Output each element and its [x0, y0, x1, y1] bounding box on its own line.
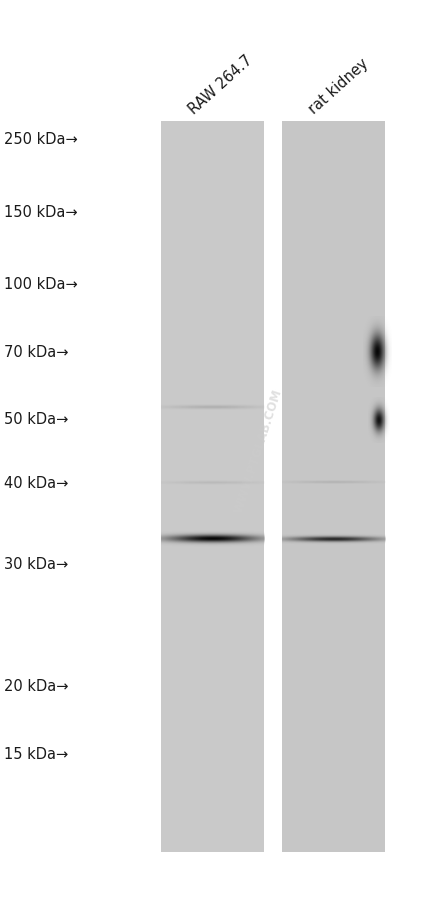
Text: WWW.PTGLAB.COM: WWW.PTGLAB.COM: [232, 387, 284, 515]
Text: 20 kDa→: 20 kDa→: [4, 678, 69, 693]
Text: 30 kDa→: 30 kDa→: [4, 557, 68, 571]
Bar: [282, 122, 385, 852]
Text: 100 kDa→: 100 kDa→: [4, 277, 78, 291]
Text: 50 kDa→: 50 kDa→: [4, 412, 69, 427]
Text: 15 kDa→: 15 kDa→: [4, 746, 68, 760]
Text: RAW 264.7: RAW 264.7: [186, 52, 255, 117]
Text: rat kidney: rat kidney: [306, 56, 372, 117]
Bar: [161, 122, 264, 852]
Text: 70 kDa→: 70 kDa→: [4, 345, 69, 359]
Text: 150 kDa→: 150 kDa→: [4, 205, 78, 219]
Text: 40 kDa→: 40 kDa→: [4, 475, 69, 490]
Text: 250 kDa→: 250 kDa→: [4, 133, 78, 147]
